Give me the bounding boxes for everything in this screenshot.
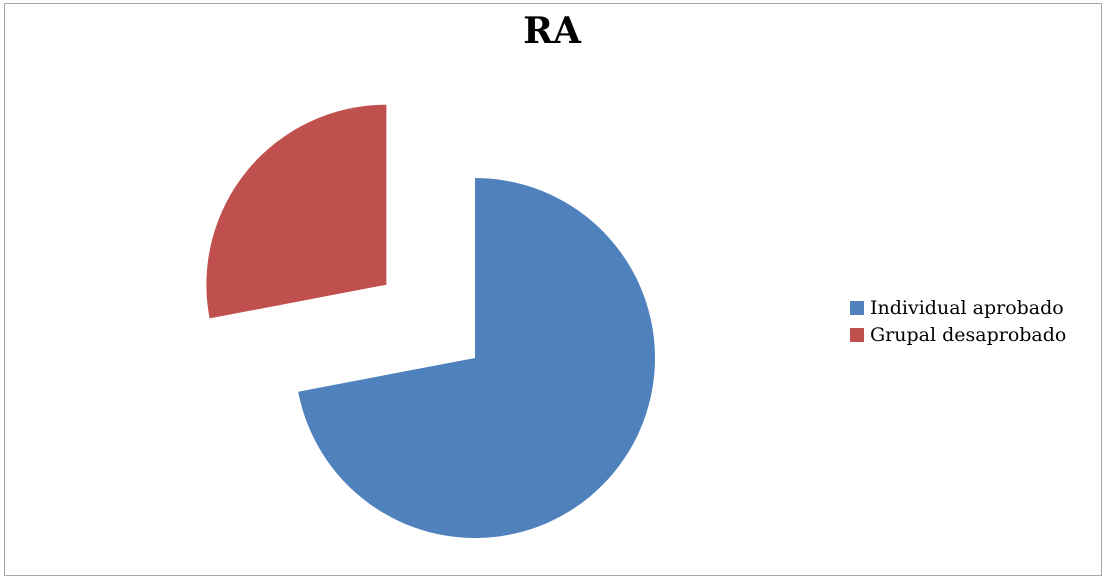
legend-swatch-individual-aprobado [850, 300, 864, 315]
legend-item-individual-aprobado: Individual aprobado [850, 294, 1066, 321]
legend: Individual aprobado Grupal desaprobado [850, 294, 1066, 348]
pie-slice-grupal-desaprobado [206, 104, 387, 319]
legend-item-grupal-desaprobado: Grupal desaprobado [850, 321, 1066, 348]
legend-label-individual-aprobado: Individual aprobado [870, 296, 1064, 319]
legend-swatch-grupal-desaprobado [850, 327, 864, 342]
pie-slice-individual-aprobado [298, 178, 656, 539]
legend-label-grupal-desaprobado: Grupal desaprobado [870, 323, 1067, 346]
chart-title: RA [523, 10, 581, 52]
